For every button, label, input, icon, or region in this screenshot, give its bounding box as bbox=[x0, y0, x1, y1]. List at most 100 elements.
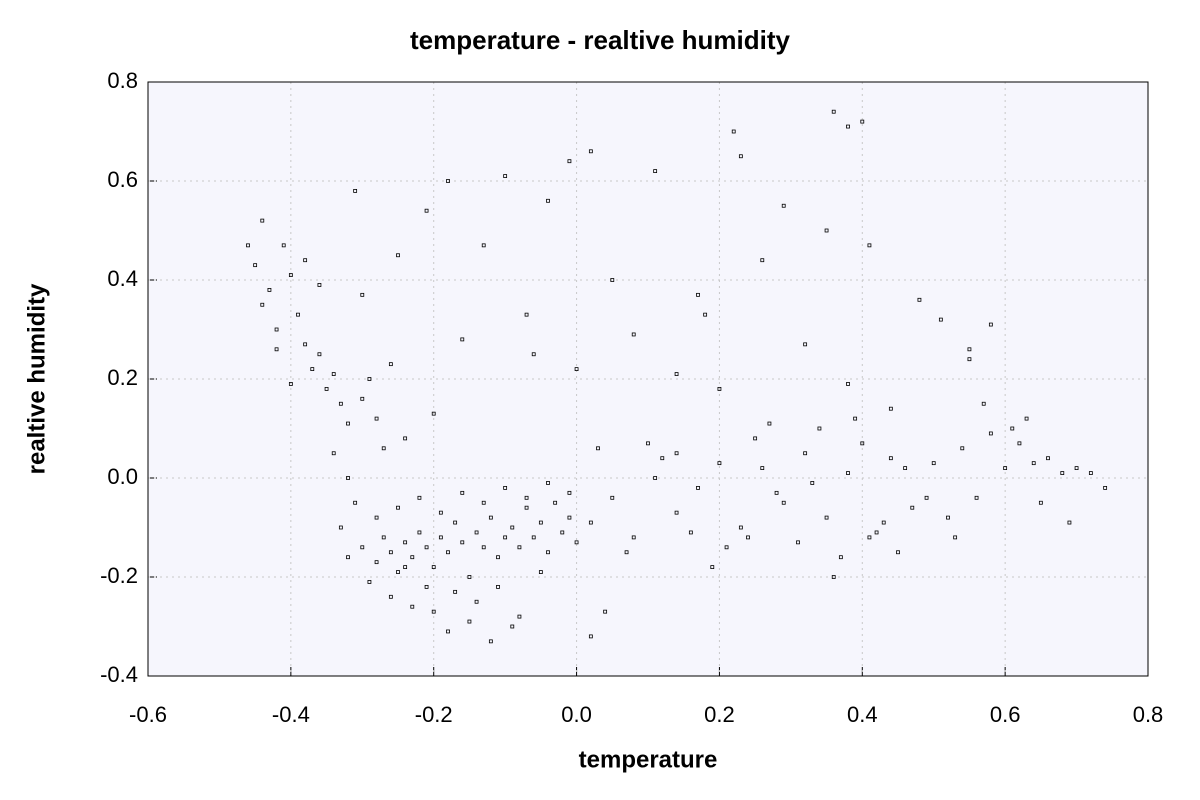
point bbox=[896, 550, 900, 555]
point bbox=[374, 515, 379, 520]
point bbox=[503, 485, 508, 490]
point bbox=[488, 515, 493, 520]
point bbox=[438, 510, 443, 515]
x-tick-label: 0.4 bbox=[847, 702, 878, 727]
point bbox=[610, 495, 615, 500]
point bbox=[367, 580, 372, 584]
point bbox=[688, 530, 693, 535]
point bbox=[696, 485, 700, 490]
point bbox=[903, 466, 908, 471]
point bbox=[410, 604, 415, 609]
point bbox=[724, 545, 729, 550]
x-tick-label: -0.2 bbox=[415, 702, 453, 727]
point bbox=[746, 535, 750, 540]
point bbox=[331, 372, 336, 376]
point bbox=[360, 545, 365, 550]
point bbox=[410, 555, 415, 560]
point bbox=[267, 287, 272, 292]
point bbox=[481, 545, 486, 550]
point bbox=[524, 505, 529, 510]
point bbox=[874, 530, 879, 535]
y-tick-label: 0.6 bbox=[107, 167, 138, 192]
point bbox=[424, 208, 429, 213]
point bbox=[988, 322, 993, 327]
point bbox=[374, 560, 379, 565]
point bbox=[260, 218, 265, 223]
point bbox=[596, 446, 600, 451]
point bbox=[767, 421, 772, 426]
point bbox=[446, 550, 450, 555]
x-tick-label: 0.8 bbox=[1133, 702, 1164, 727]
point bbox=[567, 159, 572, 164]
point bbox=[717, 386, 722, 391]
point bbox=[310, 367, 315, 372]
point bbox=[1067, 520, 1072, 525]
point bbox=[588, 520, 593, 525]
point bbox=[1031, 461, 1036, 466]
point bbox=[403, 540, 408, 545]
point bbox=[381, 535, 386, 540]
x-tick-label: 0.6 bbox=[990, 702, 1021, 727]
point bbox=[960, 446, 965, 451]
point bbox=[388, 362, 393, 367]
point bbox=[517, 614, 522, 619]
point bbox=[353, 500, 358, 505]
plot-frame bbox=[147, 81, 1149, 677]
point bbox=[510, 525, 515, 530]
point bbox=[1003, 466, 1008, 471]
point bbox=[396, 253, 400, 258]
point bbox=[817, 426, 822, 431]
point bbox=[796, 540, 800, 545]
point bbox=[938, 317, 943, 322]
point bbox=[781, 500, 786, 505]
point bbox=[988, 431, 993, 436]
point bbox=[631, 535, 636, 540]
point bbox=[288, 382, 293, 386]
point bbox=[417, 530, 422, 535]
point bbox=[738, 154, 743, 159]
point bbox=[246, 243, 250, 248]
point bbox=[367, 377, 372, 381]
point bbox=[917, 297, 922, 302]
point bbox=[967, 347, 972, 352]
point bbox=[1103, 485, 1108, 490]
point bbox=[660, 456, 665, 461]
point bbox=[253, 263, 258, 268]
point bbox=[910, 505, 915, 510]
point bbox=[438, 535, 443, 540]
point bbox=[824, 228, 829, 233]
point bbox=[981, 401, 986, 406]
point bbox=[446, 179, 450, 183]
point bbox=[846, 382, 850, 386]
point bbox=[431, 609, 436, 614]
point bbox=[474, 599, 479, 604]
point bbox=[574, 540, 579, 545]
y-axis-label: realtive humidity bbox=[23, 283, 50, 474]
point bbox=[888, 406, 893, 411]
y-tick-label: 0.0 bbox=[107, 464, 138, 489]
point bbox=[281, 243, 286, 248]
point bbox=[853, 416, 858, 421]
chart-title: temperature - realtive humidity bbox=[410, 25, 791, 55]
point bbox=[453, 589, 458, 594]
point bbox=[588, 149, 593, 154]
point bbox=[731, 129, 736, 134]
point bbox=[260, 302, 265, 307]
point bbox=[303, 258, 308, 263]
point bbox=[696, 292, 700, 297]
point bbox=[967, 357, 972, 362]
x-axis-label: temperature bbox=[579, 746, 718, 773]
point bbox=[467, 575, 472, 579]
point bbox=[646, 441, 650, 446]
point bbox=[274, 347, 279, 352]
point bbox=[760, 466, 765, 471]
point bbox=[388, 550, 393, 555]
point bbox=[403, 436, 408, 441]
point bbox=[567, 515, 572, 520]
point bbox=[274, 327, 279, 332]
point bbox=[381, 446, 386, 451]
point bbox=[360, 396, 365, 401]
point bbox=[931, 461, 936, 466]
point bbox=[524, 495, 529, 500]
